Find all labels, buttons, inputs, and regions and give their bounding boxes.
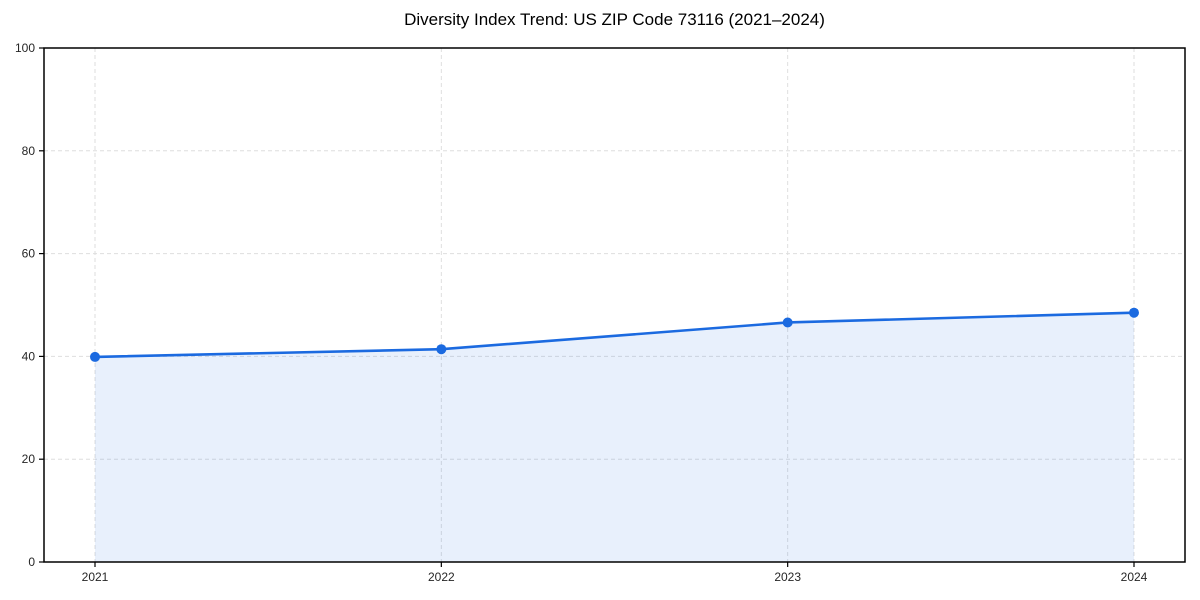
x-tick-label: 2021 — [82, 570, 109, 584]
y-tick-label: 40 — [22, 349, 36, 363]
plot-border — [43, 47, 1186, 563]
y-tick-label: 20 — [22, 452, 36, 466]
area-fill — [95, 312, 1134, 562]
data-point — [90, 351, 100, 362]
x-tick-label: 2022 — [428, 570, 455, 584]
y-tick-label: 60 — [22, 247, 36, 261]
chart-title: Diversity Index Trend: US ZIP Code 73116… — [404, 10, 825, 29]
y-tick-label: 100 — [15, 41, 35, 55]
y-tick-label: 80 — [22, 144, 36, 158]
y-tick-label: 0 — [28, 555, 35, 569]
data-point — [436, 344, 447, 355]
data-point — [782, 317, 793, 328]
data-point — [1129, 307, 1139, 318]
x-tick-label: 2023 — [774, 570, 801, 584]
x-tick-label: 2024 — [1121, 570, 1148, 584]
trend-line — [93, 311, 1136, 359]
